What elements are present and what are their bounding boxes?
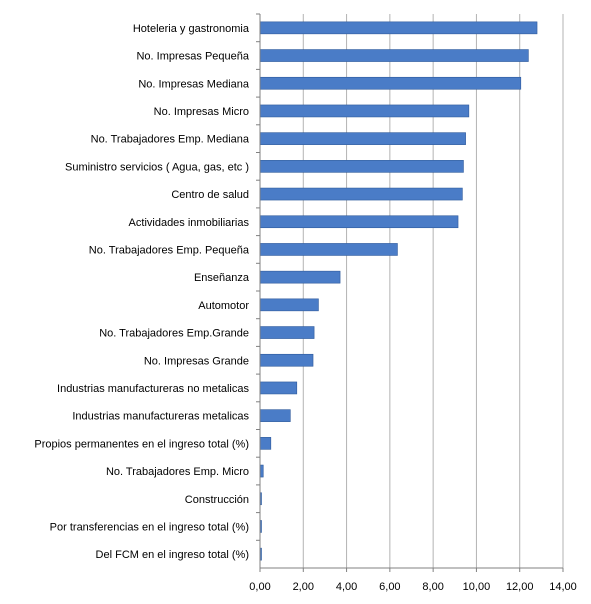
bar xyxy=(260,22,537,34)
category-label: No. Impresas Grande xyxy=(144,355,249,367)
bar xyxy=(260,299,318,311)
category-label: Industrias manufactureras no metalicas xyxy=(57,383,249,395)
category-label: Por transferencias en el ingreso total (… xyxy=(50,521,249,533)
x-tick-label: 12,00 xyxy=(506,581,534,593)
category-label: No. Trabajadores Emp. Mediana xyxy=(91,134,250,146)
x-tick-label: 8,00 xyxy=(422,581,443,593)
x-tick-labels: 0,00 2,00 4,00 6,00 8,00 10,00 12,00 14,00 xyxy=(249,581,576,593)
bar xyxy=(260,133,466,145)
category-label: Suministro servicios ( Agua, gas, etc ) xyxy=(65,161,249,173)
category-label: No. Trabajadores Emp. Pequeña xyxy=(89,244,250,256)
bar xyxy=(260,160,463,172)
x-tick-label: 2,00 xyxy=(293,581,314,593)
category-label: No. Impresas Pequeña xyxy=(136,51,249,63)
category-label: Hoteleria y gastronomia xyxy=(133,23,250,35)
category-label: Industrias manufactureras metalicas xyxy=(72,411,249,423)
bar xyxy=(260,243,397,255)
category-label: No. Impresas Micro xyxy=(154,106,249,118)
x-tick-label: 6,00 xyxy=(379,581,400,593)
bars xyxy=(260,22,537,560)
bar xyxy=(260,410,290,422)
bar xyxy=(260,77,521,89)
category-label: No. Trabajadores Emp.Grande xyxy=(99,328,249,340)
bar xyxy=(260,354,313,366)
bar xyxy=(260,188,462,200)
bar xyxy=(260,105,469,117)
grid-lines xyxy=(256,14,563,572)
x-tick-label: 4,00 xyxy=(336,581,357,593)
bar xyxy=(260,437,271,449)
category-label: Automotor xyxy=(198,300,249,312)
bar xyxy=(260,216,458,228)
category-label: No. Trabajadores Emp. Micro xyxy=(106,466,249,478)
x-tick-label: 10,00 xyxy=(463,581,491,593)
category-label: Centro de salud xyxy=(171,189,249,201)
x-tick-label: 0,00 xyxy=(249,581,270,593)
category-label: Construcción xyxy=(185,494,249,506)
bar xyxy=(260,327,314,339)
bar xyxy=(260,271,340,283)
bar xyxy=(260,50,528,62)
category-label: No. Impresas Mediana xyxy=(138,78,250,90)
x-tick-label: 14,00 xyxy=(549,581,577,593)
bar xyxy=(260,382,297,394)
category-label: Propios permanentes en el ingreso total … xyxy=(34,438,249,450)
category-label: Actividades inmobiliarias xyxy=(129,217,250,229)
category-label: Del FCM en el ingreso total (%) xyxy=(96,549,249,561)
category-labels: Hoteleria y gastronomia No. Impresas Pequ… xyxy=(34,23,250,561)
category-label: Enseñanza xyxy=(194,272,250,284)
